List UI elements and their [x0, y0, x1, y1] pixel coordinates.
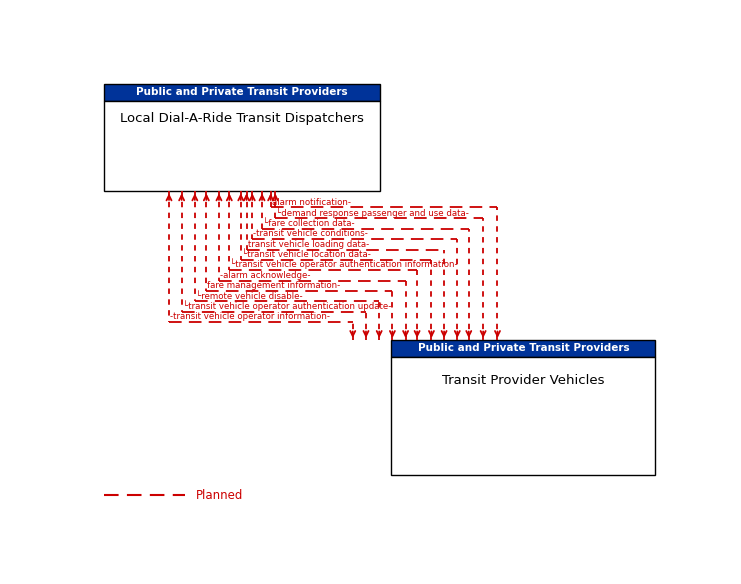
Text: -transit vehicle conditions-: -transit vehicle conditions- [253, 230, 368, 238]
Text: fare management information-: fare management information- [207, 281, 341, 290]
Text: └transit vehicle operator authentication information-: └transit vehicle operator authentication… [230, 259, 458, 269]
Text: -transit vehicle operator information-: -transit vehicle operator information- [170, 312, 330, 321]
Bar [391, 357, 655, 475]
Bar [391, 340, 655, 357]
Text: └demand response passenger and use data-: └demand response passenger and use data- [276, 207, 469, 218]
Text: └transit vehicle location data-: └transit vehicle location data- [242, 250, 370, 259]
Text: Transit Provider Vehicles: Transit Provider Vehicles [442, 374, 605, 387]
Text: Planned: Planned [196, 489, 243, 502]
Text: └remote vehicle disable-: └remote vehicle disable- [196, 291, 302, 301]
Text: Public and Private Transit Providers: Public and Private Transit Providers [136, 87, 348, 97]
Text: transit vehicle loading data-: transit vehicle loading data- [247, 240, 369, 249]
Text: Public and Private Transit Providers: Public and Private Transit Providers [417, 343, 629, 353]
Text: -alarm acknowledge-: -alarm acknowledge- [220, 271, 310, 280]
Bar [104, 84, 379, 100]
Text: alarm notification-: alarm notification- [272, 197, 350, 207]
Bar [104, 100, 379, 192]
Text: Local Dial-A-Ride Transit Dispatchers: Local Dial-A-Ride Transit Dispatchers [120, 112, 364, 126]
Text: └fare collection data-: └fare collection data- [263, 219, 355, 228]
Text: └transit vehicle operator authentication update-: └transit vehicle operator authentication… [183, 300, 391, 311]
